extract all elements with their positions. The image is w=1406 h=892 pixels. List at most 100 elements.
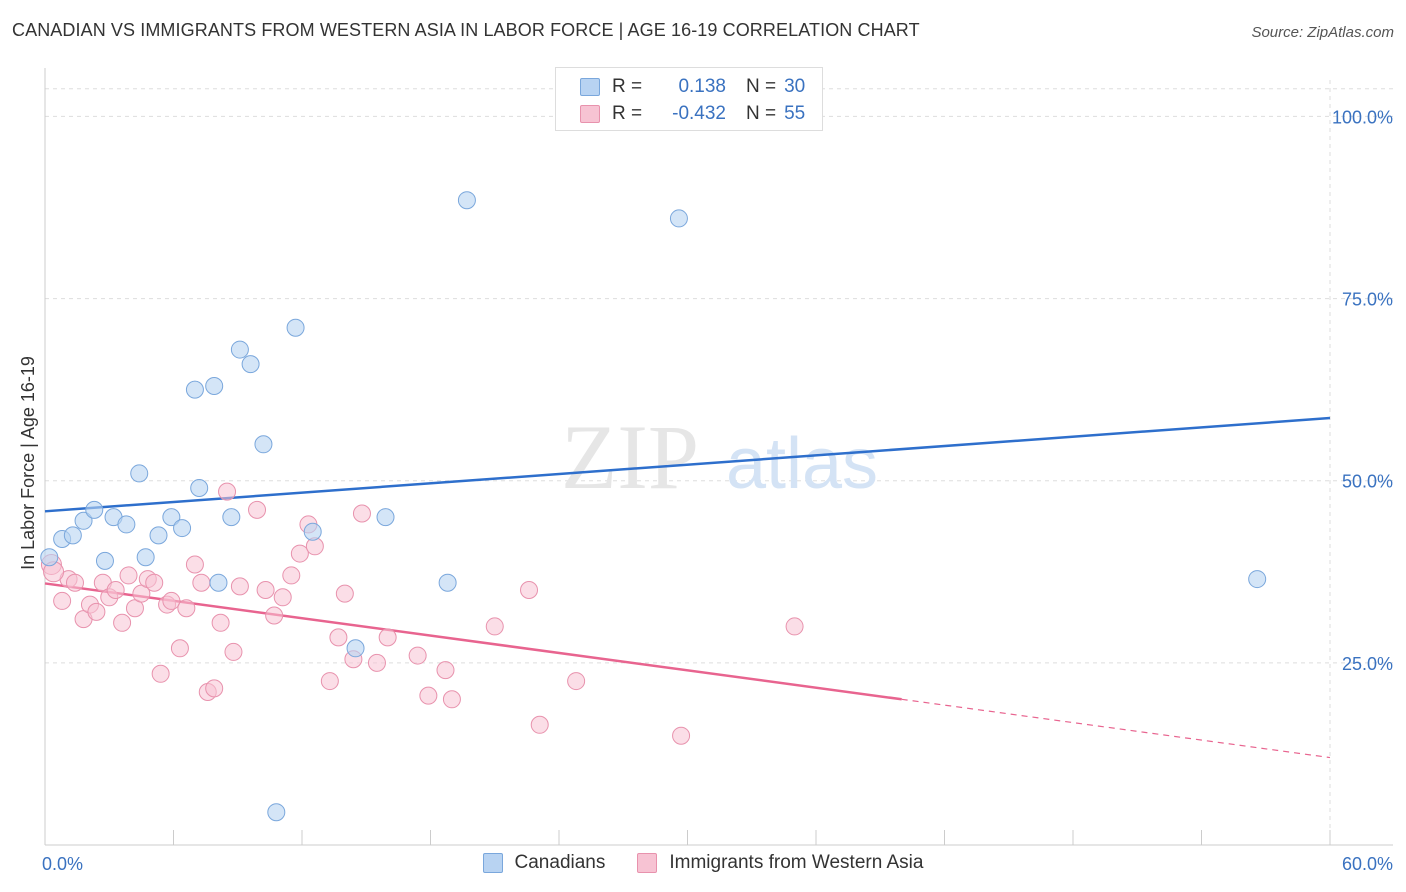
point-immigrants [290, 544, 309, 563]
point-canadians [669, 209, 688, 228]
point-immigrants [113, 613, 132, 632]
point-canadians [222, 508, 241, 527]
point-immigrants [192, 573, 211, 592]
point-immigrants [352, 504, 371, 523]
legend-n-label: N = [746, 103, 777, 124]
correlation-legend: R = 0.138 N = 30 R = -0.432 N = 55 [555, 67, 823, 131]
legend-r-label: R = [612, 76, 643, 97]
point-canadians [173, 519, 192, 538]
watermark-atlas: atlas [726, 424, 878, 504]
point-immigrants [419, 686, 438, 705]
axes [44, 68, 1393, 846]
legend-n-value: 30 [784, 76, 806, 97]
point-canadians [95, 551, 114, 570]
point-immigrants [151, 664, 170, 683]
point-immigrants [230, 577, 249, 596]
point-canadians [303, 522, 322, 541]
legend-r-value: 0.138 [678, 76, 726, 97]
point-immigrants [785, 617, 804, 636]
point-canadians [130, 464, 149, 483]
point-canadians [346, 639, 365, 658]
point-immigrants [87, 602, 106, 621]
point-immigrants [672, 726, 691, 745]
data-points [40, 191, 1267, 822]
point-canadians [63, 526, 82, 545]
point-immigrants [485, 617, 504, 636]
point-canadians [457, 191, 476, 210]
legend-swatch-pink [580, 105, 600, 123]
legend-n-value: 55 [784, 103, 806, 124]
y-tick-label: 100.0% [1332, 107, 1393, 127]
point-immigrants [145, 573, 164, 592]
point-immigrants [162, 591, 181, 610]
point-immigrants [408, 646, 427, 665]
point-canadians [241, 355, 260, 374]
watermark: ZIP atlas [561, 406, 878, 508]
point-immigrants [265, 606, 284, 625]
point-canadians [254, 435, 273, 454]
point-immigrants [378, 628, 397, 647]
legend-swatch-immigrants [637, 853, 658, 873]
y-tick-label: 75.0% [1342, 290, 1393, 310]
point-immigrants [520, 581, 539, 599]
legend-row-canadians: R = 0.138 N = 30 [580, 75, 805, 99]
point-canadians [376, 508, 395, 527]
point-immigrants [567, 672, 586, 691]
point-immigrants [530, 715, 549, 734]
point-immigrants [320, 672, 339, 691]
legend-row-immigrants: R = -0.432 N = 55 [580, 102, 805, 126]
x-tick-label: 60.0% [1342, 854, 1393, 874]
point-immigrants [177, 599, 196, 618]
legend-n-label: N = [746, 76, 777, 97]
point-immigrants [367, 653, 386, 672]
point-immigrants [218, 482, 237, 501]
legend-item-immigrants: Immigrants from Western Asia [637, 852, 923, 874]
legend-label-canadians: Canadians [514, 852, 606, 873]
legend-r-label: R = [612, 103, 643, 124]
point-canadians [209, 573, 228, 592]
point-immigrants [442, 690, 461, 709]
point-immigrants [335, 584, 354, 603]
point-canadians [162, 508, 181, 527]
point-canadians [205, 377, 224, 395]
point-immigrants [329, 628, 348, 647]
point-canadians [267, 803, 286, 822]
trend-line-immigrants-extension [901, 698, 1331, 759]
point-immigrants [205, 679, 224, 698]
legend-item-canadians: Canadians [482, 852, 606, 874]
point-immigrants [65, 573, 84, 592]
point-canadians [286, 318, 305, 337]
point-canadians [438, 573, 457, 592]
point-immigrants [53, 591, 72, 610]
chart-title: CANADIAN VS IMMIGRANTS FROM WESTERN ASIA… [12, 20, 920, 40]
point-immigrants [119, 566, 138, 585]
point-immigrants [224, 642, 243, 661]
point-immigrants [185, 555, 204, 574]
watermark-zip: ZIP [561, 406, 699, 508]
y-tick-label: 50.0% [1342, 472, 1393, 492]
point-canadians [117, 515, 136, 534]
point-canadians [40, 548, 59, 567]
source-label: Source: ZipAtlas.com [1251, 24, 1394, 41]
y-axis-title: In Labor Force | Age 16-19 [18, 356, 38, 570]
point-immigrants [256, 581, 275, 599]
legend-r-value: -0.432 [672, 103, 726, 124]
legend-label-immigrants: Immigrants from Western Asia [669, 852, 924, 873]
point-immigrants [106, 581, 125, 599]
point-canadians [1248, 570, 1267, 589]
point-immigrants [248, 500, 267, 519]
point-canadians [149, 526, 168, 545]
point-immigrants [282, 566, 301, 585]
point-canadians [136, 548, 155, 567]
x-tick-label: 0.0% [42, 854, 83, 874]
point-canadians [74, 511, 93, 530]
point-canadians [230, 340, 249, 359]
point-immigrants [170, 639, 189, 658]
point-canadians [85, 500, 104, 519]
point-canadians [190, 479, 209, 497]
point-immigrants [436, 661, 455, 680]
legend-swatch-blue [580, 78, 600, 96]
legend-swatch-canadians [482, 853, 503, 873]
point-canadians [185, 380, 204, 399]
